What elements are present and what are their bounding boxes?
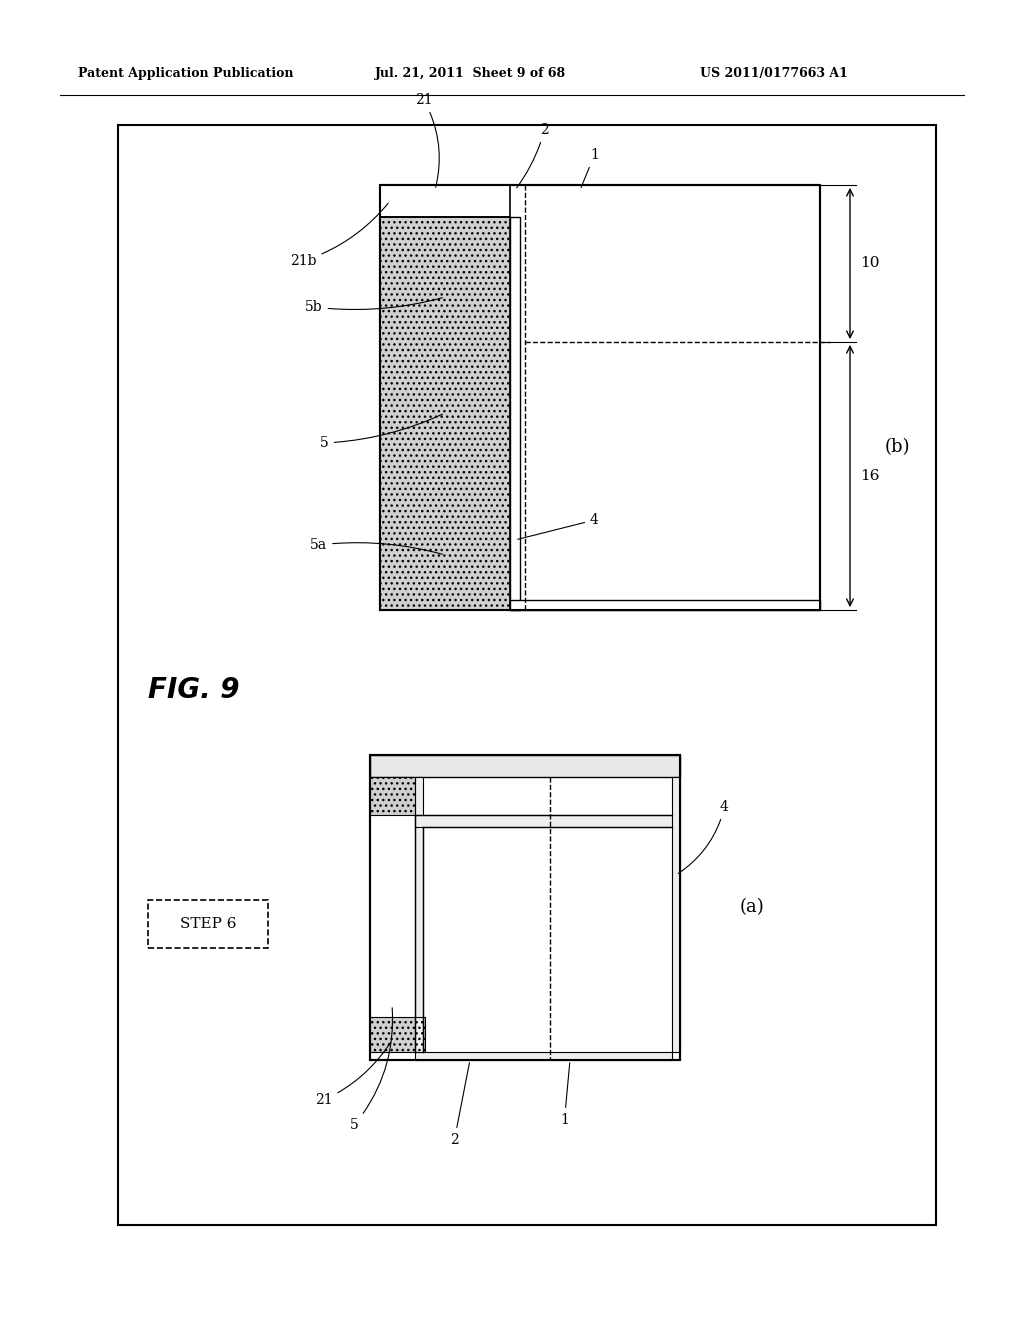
Bar (380, 185, 510, 216)
Text: (a): (a) (740, 898, 765, 916)
Bar (370, 755, 680, 777)
Bar (380, 185, 820, 610)
Text: 10: 10 (860, 256, 880, 271)
Text: STEP 6: STEP 6 (180, 917, 237, 931)
Text: 21: 21 (315, 1043, 390, 1107)
Bar (415, 814, 680, 828)
Text: 1: 1 (581, 148, 599, 187)
Bar (415, 1052, 672, 1060)
Bar (510, 601, 820, 610)
Text: Patent Application Publication: Patent Application Publication (78, 66, 294, 79)
Text: 5a: 5a (310, 539, 442, 554)
Text: 4: 4 (678, 800, 729, 874)
Bar (370, 755, 680, 1060)
Text: 21: 21 (415, 92, 439, 187)
Bar (510, 216, 520, 610)
Text: 16: 16 (860, 469, 880, 483)
Bar (370, 1016, 425, 1052)
Text: Jul. 21, 2011  Sheet 9 of 68: Jul. 21, 2011 Sheet 9 of 68 (375, 66, 566, 79)
Text: 4: 4 (518, 513, 599, 540)
Bar (380, 185, 820, 610)
Text: 2: 2 (450, 1063, 469, 1147)
Bar (370, 777, 415, 814)
Bar (672, 777, 680, 1052)
Bar (118, 125, 936, 1225)
Text: (b): (b) (885, 438, 910, 455)
Bar (415, 814, 672, 828)
Text: 5: 5 (319, 414, 442, 450)
Text: US 2011/0177663 A1: US 2011/0177663 A1 (700, 66, 848, 79)
Text: 1: 1 (560, 1063, 569, 1127)
Text: FIG. 9: FIG. 9 (148, 676, 240, 704)
Bar (370, 777, 415, 814)
Bar (380, 216, 510, 610)
Bar (380, 216, 510, 610)
Text: 5b: 5b (305, 298, 442, 314)
Text: 21b: 21b (290, 203, 388, 268)
Text: 5: 5 (350, 1007, 392, 1133)
Bar (415, 777, 423, 1052)
Bar (370, 1016, 425, 1052)
Bar (370, 755, 680, 1060)
Bar (148, 900, 268, 948)
Text: 2: 2 (517, 123, 549, 187)
